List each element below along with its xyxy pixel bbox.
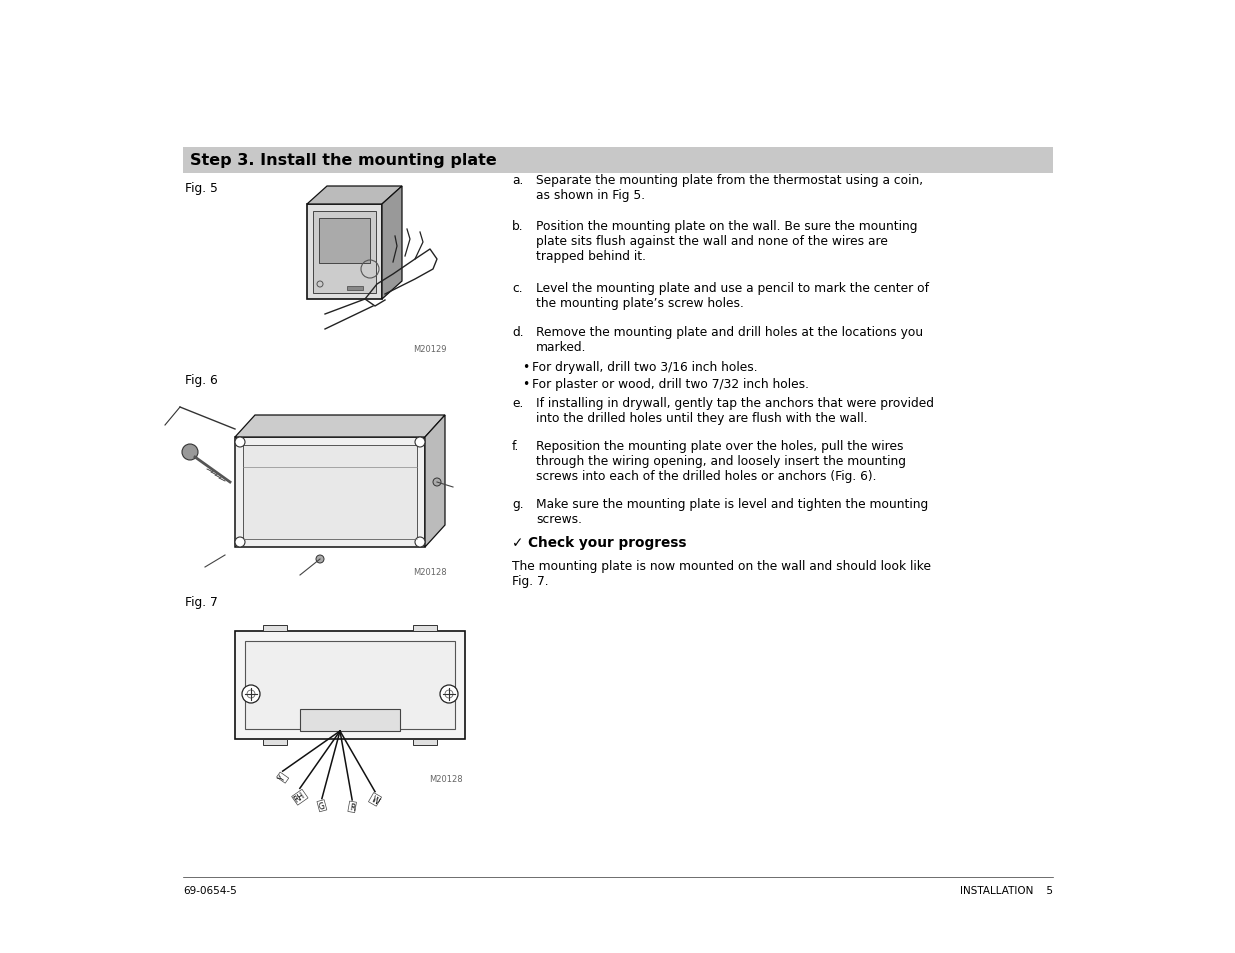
Polygon shape [425, 416, 445, 547]
Text: g.: g. [513, 497, 524, 511]
Bar [319, 219, 370, 264]
Text: Separate the mounting plate from the thermostat using a coin,
as shown in Fig 5.: Separate the mounting plate from the the… [536, 173, 923, 202]
Text: f.: f. [513, 439, 520, 453]
Circle shape [415, 437, 425, 448]
Polygon shape [235, 416, 445, 437]
Text: •: • [522, 377, 530, 391]
Text: If installing in drywall, gently tap the anchors that were provided
into the dri: If installing in drywall, gently tap the… [536, 396, 934, 424]
Text: b.: b. [513, 220, 524, 233]
Polygon shape [382, 187, 403, 299]
Circle shape [235, 537, 245, 547]
Polygon shape [308, 187, 403, 205]
Text: e.: e. [513, 396, 524, 410]
Text: Y: Y [278, 773, 288, 782]
Bar [263, 740, 287, 745]
Text: Reposition the mounting plate over the holes, pull the wires
through the wiring : Reposition the mounting plate over the h… [536, 439, 906, 482]
Text: W: W [369, 794, 380, 805]
Bar [412, 740, 437, 745]
Text: •: • [522, 360, 530, 374]
Text: Fig. 7: Fig. 7 [185, 596, 217, 608]
Text: RH: RH [293, 790, 308, 804]
Bar [263, 625, 287, 631]
Bar [412, 625, 437, 631]
Text: c.: c. [513, 282, 522, 294]
Bar [300, 709, 400, 731]
Text: d.: d. [513, 326, 524, 338]
Bar [245, 641, 454, 729]
Text: a.: a. [513, 173, 524, 187]
Circle shape [235, 437, 245, 448]
Text: G: G [317, 801, 326, 811]
Circle shape [242, 685, 261, 703]
Bar [312, 212, 375, 294]
Circle shape [316, 556, 324, 563]
Text: The mounting plate is now mounted on the wall and should look like
Fig. 7.: The mounting plate is now mounted on the… [513, 559, 931, 587]
Circle shape [415, 537, 425, 547]
Bar [243, 446, 417, 539]
Text: M20129: M20129 [414, 345, 447, 354]
Text: Remove the mounting plate and drill holes at the locations you
marked.: Remove the mounting plate and drill hole… [536, 326, 923, 354]
Text: M20128: M20128 [414, 567, 447, 577]
Text: For plaster or wood, drill two 7/32 inch holes.: For plaster or wood, drill two 7/32 inch… [532, 377, 809, 391]
Text: Position the mounting plate on the wall. Be sure the mounting
plate sits flush a: Position the mounting plate on the wall.… [536, 220, 918, 263]
Bar [308, 205, 382, 299]
Text: Fig. 5: Fig. 5 [185, 182, 217, 194]
Text: M20128: M20128 [430, 774, 463, 783]
Text: Step 3. Install the mounting plate: Step 3. Install the mounting plate [190, 153, 496, 169]
Text: Level the mounting plate and use a pencil to mark the center of
the mounting pla: Level the mounting plate and use a penci… [536, 282, 929, 310]
Bar [235, 631, 466, 740]
Bar [235, 437, 425, 547]
Bar [347, 287, 363, 291]
Bar [183, 148, 1053, 173]
Circle shape [182, 444, 198, 460]
Text: ✓ Check your progress: ✓ Check your progress [513, 536, 687, 550]
Text: INSTALLATION    5: INSTALLATION 5 [960, 885, 1053, 895]
Circle shape [433, 478, 441, 486]
Circle shape [440, 685, 458, 703]
Text: For drywall, drill two 3/16 inch holes.: For drywall, drill two 3/16 inch holes. [532, 360, 757, 374]
Text: Make sure the mounting plate is level and tighten the mounting
screws.: Make sure the mounting plate is level an… [536, 497, 929, 525]
Text: R: R [348, 802, 356, 812]
Text: 69-0654-5: 69-0654-5 [183, 885, 237, 895]
Text: Fig. 6: Fig. 6 [185, 374, 217, 387]
